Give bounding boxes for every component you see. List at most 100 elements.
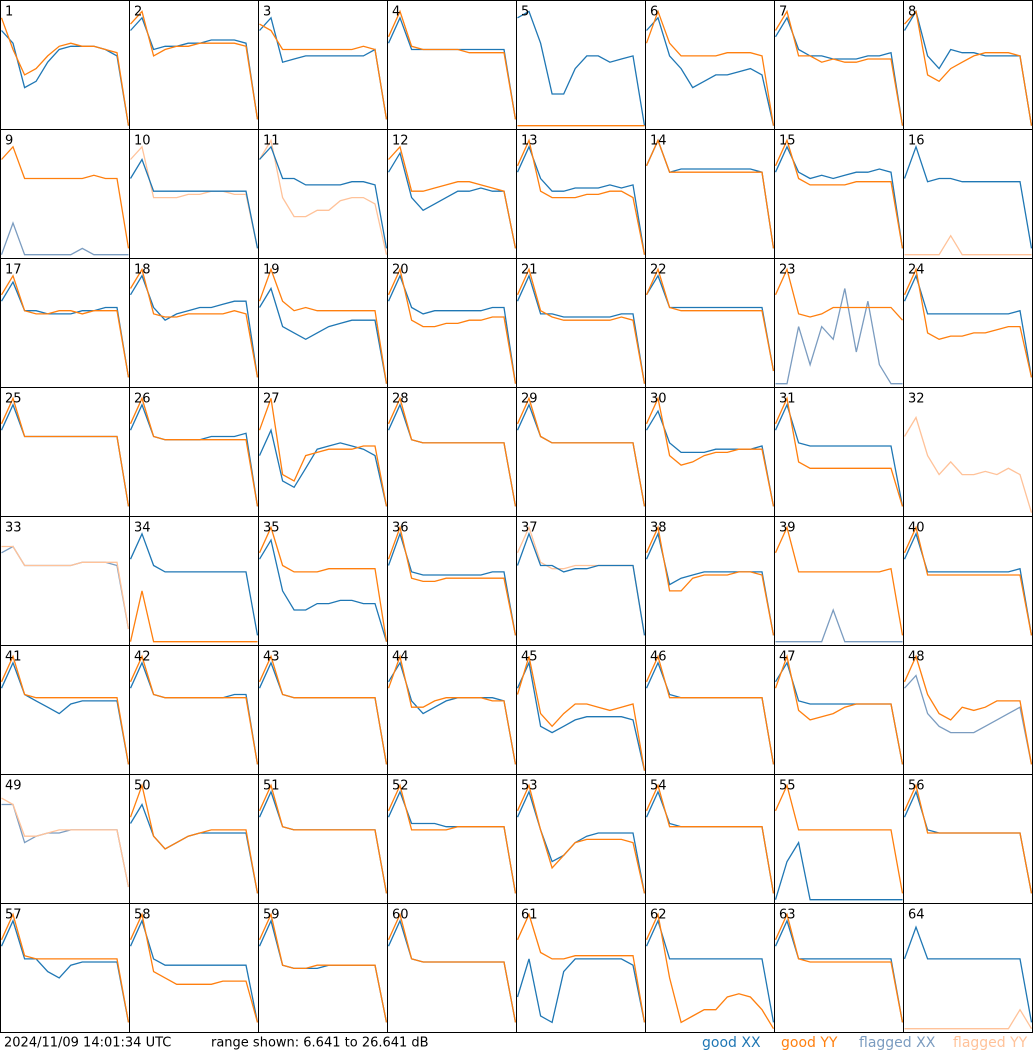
panel-label: 45 bbox=[521, 650, 538, 665]
panel-label: 25 bbox=[5, 392, 22, 407]
spectrum-line bbox=[516, 145, 646, 255]
spectrum-line bbox=[129, 158, 259, 249]
spectrum-line bbox=[129, 396, 259, 507]
spectrum-line bbox=[903, 144, 1033, 249]
panel-label: 8 bbox=[908, 5, 916, 20]
panel-label: 19 bbox=[263, 263, 280, 278]
panel-label: 14 bbox=[650, 134, 667, 149]
spectrum-line bbox=[129, 783, 259, 894]
spectrum-line bbox=[645, 267, 775, 372]
panel-label: 13 bbox=[521, 134, 538, 149]
panel-label: 47 bbox=[779, 650, 796, 665]
panel-label: 38 bbox=[650, 521, 667, 536]
spectrum-line bbox=[774, 402, 904, 507]
spectrum-line bbox=[387, 531, 517, 636]
panel-label: 33 bbox=[5, 521, 22, 536]
spectrum-line bbox=[258, 525, 388, 642]
spectrum-line bbox=[516, 531, 646, 636]
panel: 22 bbox=[645, 258, 775, 388]
spectrum-line bbox=[517, 10, 646, 126]
panel-label: 31 bbox=[779, 392, 796, 407]
spectrum-line bbox=[903, 9, 1033, 126]
panel-label: 4 bbox=[392, 5, 400, 20]
spectrum-line bbox=[388, 145, 517, 249]
panel-label: 52 bbox=[392, 779, 409, 794]
panel-label: 5 bbox=[521, 5, 529, 20]
panel-label: 16 bbox=[908, 134, 925, 149]
panel-label: 24 bbox=[908, 263, 925, 278]
panel-label: 15 bbox=[779, 134, 796, 149]
spectrum-line bbox=[130, 145, 259, 249]
spectrum-line bbox=[774, 396, 904, 507]
spectrum-line bbox=[1, 545, 130, 630]
spectrum-line bbox=[258, 654, 388, 765]
spectrum-line bbox=[774, 9, 904, 126]
spectrum-line bbox=[903, 925, 1033, 1023]
panel-label: 23 bbox=[779, 263, 796, 278]
spectrum-line bbox=[516, 912, 646, 1023]
spectrum-line bbox=[387, 783, 517, 894]
panel-label: 36 bbox=[392, 521, 409, 536]
panel-label: 51 bbox=[263, 779, 280, 794]
spectrum-line bbox=[387, 267, 517, 384]
panel: 63 bbox=[774, 903, 904, 1033]
spectrum-line bbox=[645, 654, 775, 765]
panel-label: 26 bbox=[134, 392, 151, 407]
spectrum-line bbox=[774, 840, 903, 901]
spectrum-line bbox=[387, 525, 517, 636]
spectrum-line bbox=[387, 654, 517, 765]
spectrum-line bbox=[645, 918, 775, 1023]
panel: 56 bbox=[903, 774, 1033, 904]
spectrum-line bbox=[516, 783, 646, 894]
panel-label: 55 bbox=[779, 779, 796, 794]
spectrum-line bbox=[903, 783, 1033, 894]
spectrum-line bbox=[774, 654, 904, 765]
spectrum-line bbox=[645, 9, 775, 126]
spectrum-line bbox=[0, 396, 130, 507]
panel: 60 bbox=[387, 903, 517, 1033]
panel-label: 30 bbox=[650, 392, 667, 407]
spectrum-line bbox=[903, 273, 1033, 378]
spectrum-line bbox=[387, 274, 517, 384]
timestamp: 2024/11/09 14:01:34 UTC bbox=[4, 1036, 171, 1051]
spectrum-line bbox=[387, 396, 517, 507]
spectrum-line bbox=[904, 1008, 1033, 1030]
panel: 43 bbox=[258, 645, 388, 775]
spectrum-line bbox=[516, 660, 646, 771]
spectrum-line bbox=[258, 398, 388, 507]
spectrum-line bbox=[516, 273, 646, 384]
spectrum-line bbox=[387, 151, 517, 249]
spectrum-line bbox=[903, 267, 1033, 378]
panel-label: 42 bbox=[134, 650, 151, 665]
panel-label: 35 bbox=[263, 521, 280, 536]
spectrum-line bbox=[774, 783, 904, 894]
legend-entry: good XX bbox=[702, 1035, 761, 1051]
spectrum-line bbox=[904, 9, 1033, 126]
spectrum-line bbox=[0, 17, 130, 126]
panel-label: 1 bbox=[5, 5, 13, 20]
spectrum-line bbox=[645, 912, 775, 1030]
spectrum-line bbox=[775, 288, 903, 385]
spectrum-line bbox=[516, 656, 646, 771]
panel-label: 48 bbox=[908, 650, 925, 665]
spectrum-line bbox=[516, 396, 646, 507]
spectrum-line bbox=[516, 267, 646, 384]
panel-label: 60 bbox=[392, 908, 409, 923]
spectrum-line bbox=[0, 912, 130, 1023]
panel-label: 62 bbox=[650, 908, 667, 923]
panel-label: 63 bbox=[779, 908, 796, 923]
spectrum-line bbox=[645, 138, 775, 249]
spectrum-line bbox=[774, 267, 903, 321]
panel-label: 49 bbox=[5, 779, 22, 794]
spectrum-line bbox=[775, 608, 903, 643]
panel-label: 2 bbox=[134, 5, 142, 20]
spectrum-line bbox=[129, 532, 259, 636]
panel-label: 54 bbox=[650, 779, 667, 794]
spectrum-line bbox=[645, 783, 775, 894]
spectrum-line bbox=[259, 23, 388, 120]
spectrum-line bbox=[130, 10, 259, 120]
spectrum-line bbox=[0, 221, 129, 256]
spectrum-line bbox=[258, 267, 388, 384]
spectrum-line bbox=[903, 654, 1033, 765]
